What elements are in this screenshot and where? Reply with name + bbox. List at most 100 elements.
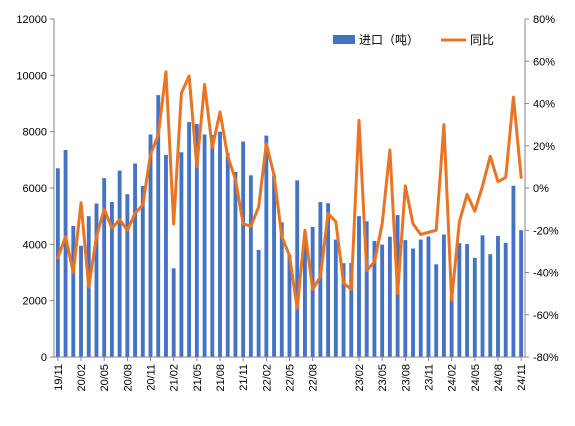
yoy-point-22-12 [342, 281, 345, 285]
bar-23-09 [411, 248, 415, 357]
bar-20-12 [156, 95, 161, 358]
bar-22-04 [279, 222, 284, 357]
bar-22-08 [310, 226, 315, 357]
left-tick-label: 8000 [23, 127, 47, 139]
yoy-point-22-08 [311, 288, 314, 291]
legend: 进口（吨） 同比 [333, 33, 494, 47]
bar-24-09 [503, 242, 508, 357]
yoy-point-24-01 [442, 123, 446, 126]
legend-bar-label: 进口（吨） [359, 33, 419, 47]
yoy-point-20-01 [72, 271, 75, 274]
bar-24-05 [472, 257, 477, 357]
x-tick-label: 21/11 [238, 364, 250, 391]
x-tick-label: 24/08 [493, 364, 505, 392]
x-tick-label: 20/11 [146, 364, 158, 391]
bar-24-08 [496, 235, 500, 357]
yoy-point-19-12 [64, 235, 67, 238]
left-tick-label: 10000 [16, 70, 47, 82]
bar-19-12 [63, 149, 68, 357]
bar-21-09 [225, 152, 230, 357]
bar-22-11 [333, 239, 338, 357]
bar-24-01 [442, 234, 446, 357]
yoy-point-21-08 [218, 110, 222, 114]
bar-20-05 [102, 178, 107, 357]
yoy-point-21-11 [241, 222, 245, 226]
yoy-point-24-07 [489, 155, 492, 158]
bar-24-11 [519, 230, 524, 357]
yoy-point-20-10 [141, 203, 144, 207]
bar-24-06 [480, 235, 485, 357]
right-tick-label: -80% [533, 352, 559, 364]
yoy-point-21-03 [180, 91, 183, 95]
yoy-point-19-11 [56, 256, 60, 259]
yoy-point-21-10 [234, 178, 237, 181]
yoy-point-23-02 [357, 119, 361, 122]
right-tick-label: 20% [533, 141, 555, 153]
yoy-point-22-03 [272, 174, 276, 177]
yoy-point-20-02 [79, 201, 83, 204]
yoy-point-24-06 [481, 184, 484, 188]
bar-20-07 [117, 170, 122, 357]
yoy-point-22-07 [303, 229, 307, 232]
bar-22-02 [264, 135, 269, 357]
bar-24-03 [457, 243, 462, 357]
yoy-point-20-03 [87, 286, 90, 289]
bar-20-02 [79, 245, 83, 357]
bar-23-08 [403, 240, 408, 357]
yoy-point-23-10 [419, 233, 422, 236]
yoy-point-23-04 [373, 260, 376, 264]
bar-24-10 [511, 185, 516, 357]
x-tick-label: 21/05 [192, 364, 204, 392]
x-tick-label: 19/11 [53, 364, 65, 391]
bar-22-12 [341, 263, 346, 357]
bar-24-07 [488, 254, 493, 357]
bar-20-11 [148, 134, 153, 357]
bar-23-06 [387, 236, 392, 357]
left-tick-label: 2000 [23, 296, 47, 308]
bar-23-05 [380, 244, 385, 357]
bar-22-10 [326, 203, 331, 357]
yoy-point-20-06 [110, 226, 114, 230]
bar-20-09 [133, 163, 137, 357]
bar-23-03 [364, 221, 369, 357]
legend-bar-swatch [333, 35, 355, 44]
legend-line-label: 同比 [470, 33, 494, 47]
right-tick-label: 0% [533, 183, 549, 195]
x-axis-ticks: 19/11 20/02 20/05 20/08 20/11 21/02 21/05 21/08… [53, 357, 528, 392]
x-tick-label: 24/05 [470, 364, 482, 392]
yoy-point-24-04 [465, 193, 469, 196]
yoy-point-24-11 [519, 176, 523, 179]
right-tick-label: -60% [533, 310, 559, 322]
yoy-point-23-12 [435, 229, 438, 232]
yoy-point-20-09 [133, 212, 137, 215]
yoy-point-24-05 [473, 210, 477, 213]
yoy-point-23-08 [404, 184, 407, 188]
yoy-point-20-04 [95, 235, 98, 238]
yoy-point-23-05 [380, 222, 384, 226]
yoy-point-22-10 [326, 212, 330, 215]
x-tick-label: 20/08 [122, 364, 134, 392]
yoy-point-22-01 [257, 205, 260, 209]
right-tick-label: 40% [533, 99, 555, 111]
bar-20-10 [140, 186, 145, 357]
x-tick-label: 21/02 [169, 364, 181, 392]
yoy-point-21-07 [211, 146, 214, 150]
yoy-point-23-06 [388, 148, 392, 152]
yoy-point-20-08 [126, 229, 129, 232]
bar-20-06 [109, 202, 114, 357]
yoy-point-22-09 [319, 275, 322, 278]
yoy-point-20-11 [149, 153, 152, 156]
yoy-point-22-04 [280, 235, 283, 238]
x-tick-label: 23/11 [423, 364, 435, 391]
x-tick-label: 20/02 [76, 364, 88, 392]
yoy-point-22-11 [334, 220, 338, 223]
x-tick-label: 20/05 [99, 364, 111, 392]
x-tick-label: 23/05 [377, 364, 389, 392]
x-tick-label: 22/08 [308, 364, 320, 392]
yoy-point-21-12 [249, 224, 253, 228]
yoy-point-23-11 [427, 231, 430, 234]
yoy-point-24-03 [458, 220, 461, 223]
yoy-point-23-09 [411, 222, 415, 226]
bar-21-02 [171, 268, 176, 357]
